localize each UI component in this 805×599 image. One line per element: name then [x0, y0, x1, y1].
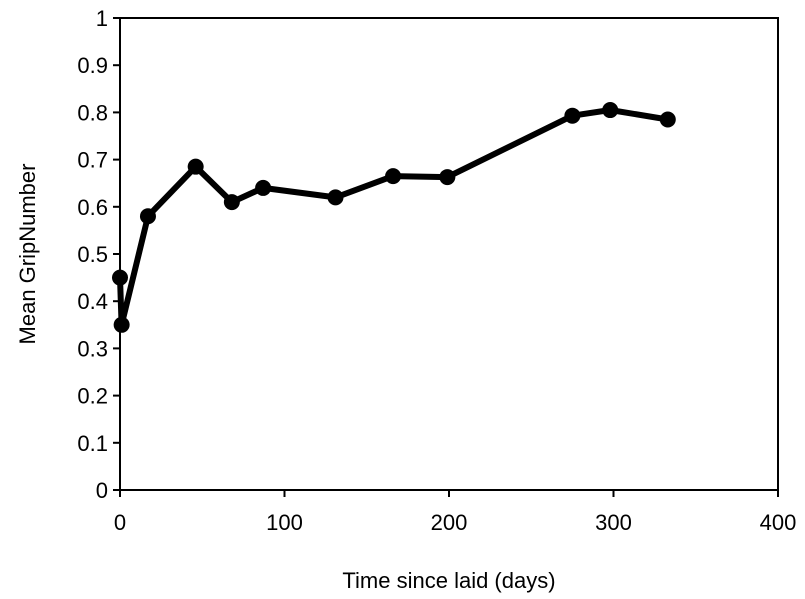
x-tick-label: 0 [114, 510, 126, 535]
data-point [564, 107, 581, 124]
y-tick-label: 0.4 [77, 289, 108, 314]
data-point [112, 269, 128, 286]
y-tick-label: 0.9 [77, 53, 108, 78]
y-axis-title: Mean GripNumber [15, 164, 40, 345]
x-tick-label: 300 [595, 510, 632, 535]
x-tick-label: 200 [431, 510, 468, 535]
data-point [187, 158, 204, 175]
y-tick-label: 0.6 [77, 195, 108, 220]
data-point [327, 189, 344, 206]
y-tick-label: 0.2 [77, 384, 108, 409]
y-tick-label: 0.5 [77, 242, 108, 267]
data-point [255, 179, 272, 196]
data-point [223, 194, 240, 211]
y-tick-label: 0.8 [77, 100, 108, 125]
y-tick-label: 0.1 [77, 431, 108, 456]
y-tick-label: 1 [96, 6, 108, 31]
x-axis-ticks: 0 100 200 300 400 [114, 490, 796, 535]
series-layer [112, 102, 676, 333]
y-tick-label: 0.7 [77, 148, 108, 173]
data-point [113, 316, 130, 333]
y-tick-label: 0 [96, 478, 108, 503]
x-tick-label: 100 [266, 510, 303, 535]
data-point [385, 168, 402, 185]
data-point [139, 208, 156, 225]
plot-area [119, 17, 779, 491]
data-point [602, 102, 619, 119]
y-axis-ticks: 0 0.1 0.2 0.3 0.4 0.5 0.6 0.7 0.8 0.9 1 [77, 6, 120, 503]
data-point [659, 111, 676, 128]
x-tick-label: 400 [760, 510, 797, 535]
x-axis-title: Time since laid (days) [342, 568, 555, 593]
data-point [439, 169, 456, 186]
y-tick-label: 0.3 [77, 336, 108, 361]
